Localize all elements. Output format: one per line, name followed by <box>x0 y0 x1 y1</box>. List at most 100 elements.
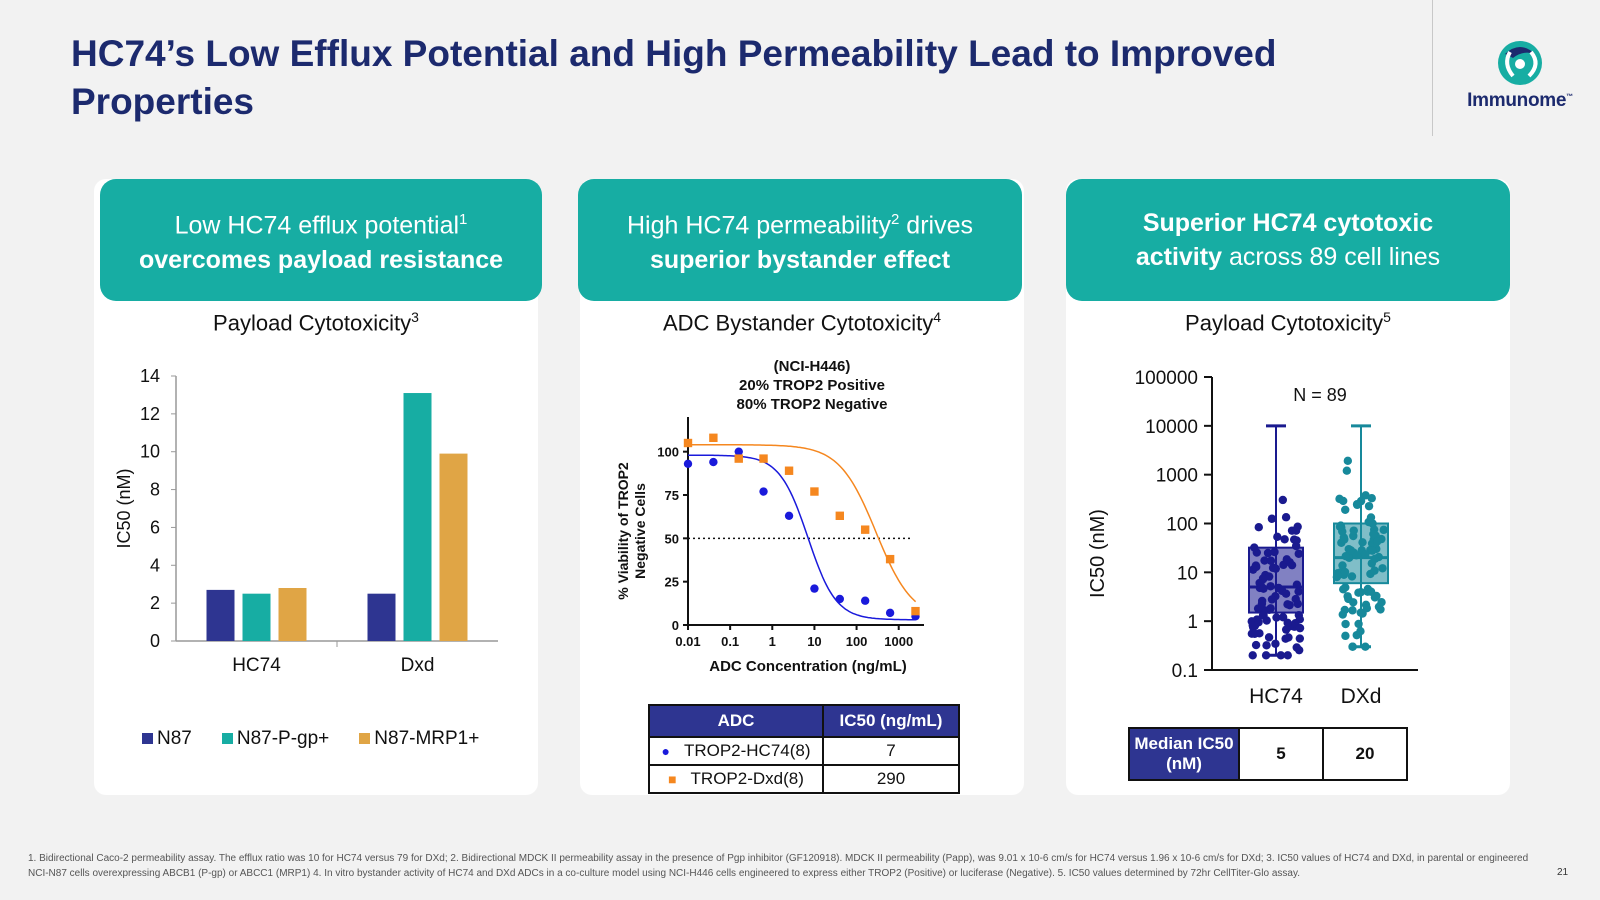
data-point-trop2-hc74-8- <box>885 608 895 618</box>
legend-item-n87-pgp: N87-P-gp+ <box>221 728 329 750</box>
data-point-hc74 <box>1264 633 1274 642</box>
header-divider <box>1432 0 1433 136</box>
data-point-hc74 <box>1281 589 1291 598</box>
data-point-dxd <box>1341 631 1350 641</box>
data-point-hc74 <box>1266 582 1275 591</box>
annotation-n: N = 89 <box>1293 385 1347 405</box>
y-tick-label: 50 <box>665 531 679 546</box>
data-point-hc74 <box>1283 600 1292 609</box>
data-point-trop2-hc74-8- <box>860 596 870 605</box>
data-point-dxd <box>1377 598 1386 607</box>
data-point-hc74 <box>1293 599 1303 609</box>
data-point-dxd <box>1348 642 1357 651</box>
data-point-dxd <box>1368 546 1377 555</box>
data-point-dxd <box>1367 494 1376 503</box>
data-point-hc74 <box>1271 639 1280 648</box>
y-tick-label: 25 <box>665 575 679 590</box>
data-point-hc74 <box>1250 629 1259 638</box>
data-point-dxd <box>1378 564 1387 573</box>
square-marker-icon: ■ <box>668 771 677 787</box>
chart-subtitle: Payload Cytotoxicity5 <box>1185 309 1391 336</box>
data-point-hc74 <box>1280 535 1289 544</box>
data-point-hc74 <box>1294 549 1303 558</box>
data-point-hc74 <box>1248 651 1257 660</box>
data-point-hc74 <box>1262 641 1271 650</box>
data-point-dxd <box>1347 572 1357 581</box>
bar-n87-mrp1--hc74 <box>278 588 307 641</box>
x-tick-label: 100 <box>846 634 868 649</box>
data-point-dxd <box>1356 608 1365 617</box>
data-point-dxd <box>1361 642 1370 651</box>
data-point-dxd <box>1339 585 1348 594</box>
x-tick-label: 10 <box>807 634 821 649</box>
data-point-dxd <box>1346 546 1356 555</box>
data-point-trop2-dxd-8- <box>860 525 870 534</box>
x-tick-label: HC74 <box>232 655 281 676</box>
data-point-hc74 <box>1262 616 1271 625</box>
panel-header: Low HC74 efflux potential1 overcomes pay… <box>100 179 542 301</box>
y-tick-label: 100 <box>657 445 679 460</box>
x-axis-label: ADC Concentration (ng/mL) <box>709 658 906 675</box>
data-point-hc74 <box>1250 543 1259 552</box>
data-point-hc74 <box>1289 535 1299 544</box>
data-point-trop2-hc74-8- <box>784 511 794 520</box>
bar-chart: 0 2 4 6 8 10 12 14 IC50 (nM) HC74 Dxd <box>114 366 498 676</box>
data-point-dxd <box>1379 525 1388 535</box>
legend-item-n87-mrp1: N87-MRP1+ <box>359 728 479 750</box>
y-tick-label: 0 <box>672 618 679 633</box>
data-point-hc74 <box>1292 580 1302 589</box>
data-point-hc74 <box>1261 651 1271 660</box>
data-point-dxd <box>1372 537 1382 546</box>
data-point-dxd <box>1333 571 1342 580</box>
data-point-hc74 <box>1281 625 1291 634</box>
data-point-dxd <box>1356 627 1365 636</box>
table-row: ● TROP2-HC74(8) 7 <box>648 736 960 766</box>
data-point-dxd <box>1340 567 1350 577</box>
data-point-hc74 <box>1257 596 1267 606</box>
chart-subtitle: Payload Cytotoxicity3 <box>213 309 419 336</box>
x-tick-label: 0.01 <box>675 634 700 649</box>
y-tick-label: 6 <box>150 517 160 537</box>
data-point-dxd <box>1343 456 1353 466</box>
data-point-trop2-hc74-8- <box>683 459 693 468</box>
data-point-trop2-dxd-8- <box>835 511 845 520</box>
data-point-dxd <box>1348 606 1357 615</box>
table-header: IC50 (ng/mL) <box>822 704 960 738</box>
data-point-hc74 <box>1268 563 1278 573</box>
data-point-trop2-dxd-8- <box>759 454 768 463</box>
data-point-dxd <box>1366 587 1376 596</box>
data-point-hc74 <box>1266 604 1275 613</box>
x-tick-label: 0.1 <box>721 634 739 649</box>
data-point-trop2-hc74-8- <box>734 447 743 456</box>
table-header: ADC <box>648 704 824 738</box>
table-row: Median IC50 (nM) 5 20 <box>1128 727 1408 781</box>
y-tick-label: 0.1 <box>1172 661 1198 682</box>
data-point-trop2-dxd-8- <box>709 433 718 442</box>
slide-title: HC74’s Low Efflux Potential and High Per… <box>71 33 1277 122</box>
data-point-dxd <box>1341 619 1350 629</box>
data-point-dxd <box>1349 526 1358 535</box>
bar-n87-hc74 <box>206 589 235 641</box>
chart-title: (NCI-H446) <box>774 358 851 375</box>
data-point-dxd <box>1352 551 1361 560</box>
data-point-dxd <box>1370 566 1379 575</box>
table-header-row: ADC IC50 (ng/mL) <box>648 704 960 738</box>
chart-legend: N87 N87-P-gp+ N87-MRP1+ <box>142 728 479 750</box>
data-point-dxd <box>1340 535 1349 544</box>
panel-header: High HC74 permeability2 drives superior … <box>578 179 1022 301</box>
y-tick-label: 10 <box>1177 563 1198 584</box>
data-point-hc74 <box>1252 562 1261 572</box>
data-point-dxd <box>1366 513 1376 522</box>
data-point-hc74 <box>1291 526 1301 535</box>
bar-n87-p-gp--dxd <box>403 393 432 641</box>
data-point-dxd <box>1369 529 1378 539</box>
data-point-hc74 <box>1294 587 1303 596</box>
chart-title: 20% TROP2 Positive <box>739 377 885 394</box>
logo-mark-icon <box>1498 41 1542 85</box>
data-point-dxd <box>1361 550 1370 559</box>
data-point-hc74 <box>1282 555 1291 564</box>
data-point-hc74 <box>1263 548 1273 558</box>
data-point-trop2-dxd-8- <box>734 454 743 463</box>
y-axis-label: IC50 (nM) <box>114 468 134 548</box>
y-tick-label: 1 <box>1187 612 1198 633</box>
